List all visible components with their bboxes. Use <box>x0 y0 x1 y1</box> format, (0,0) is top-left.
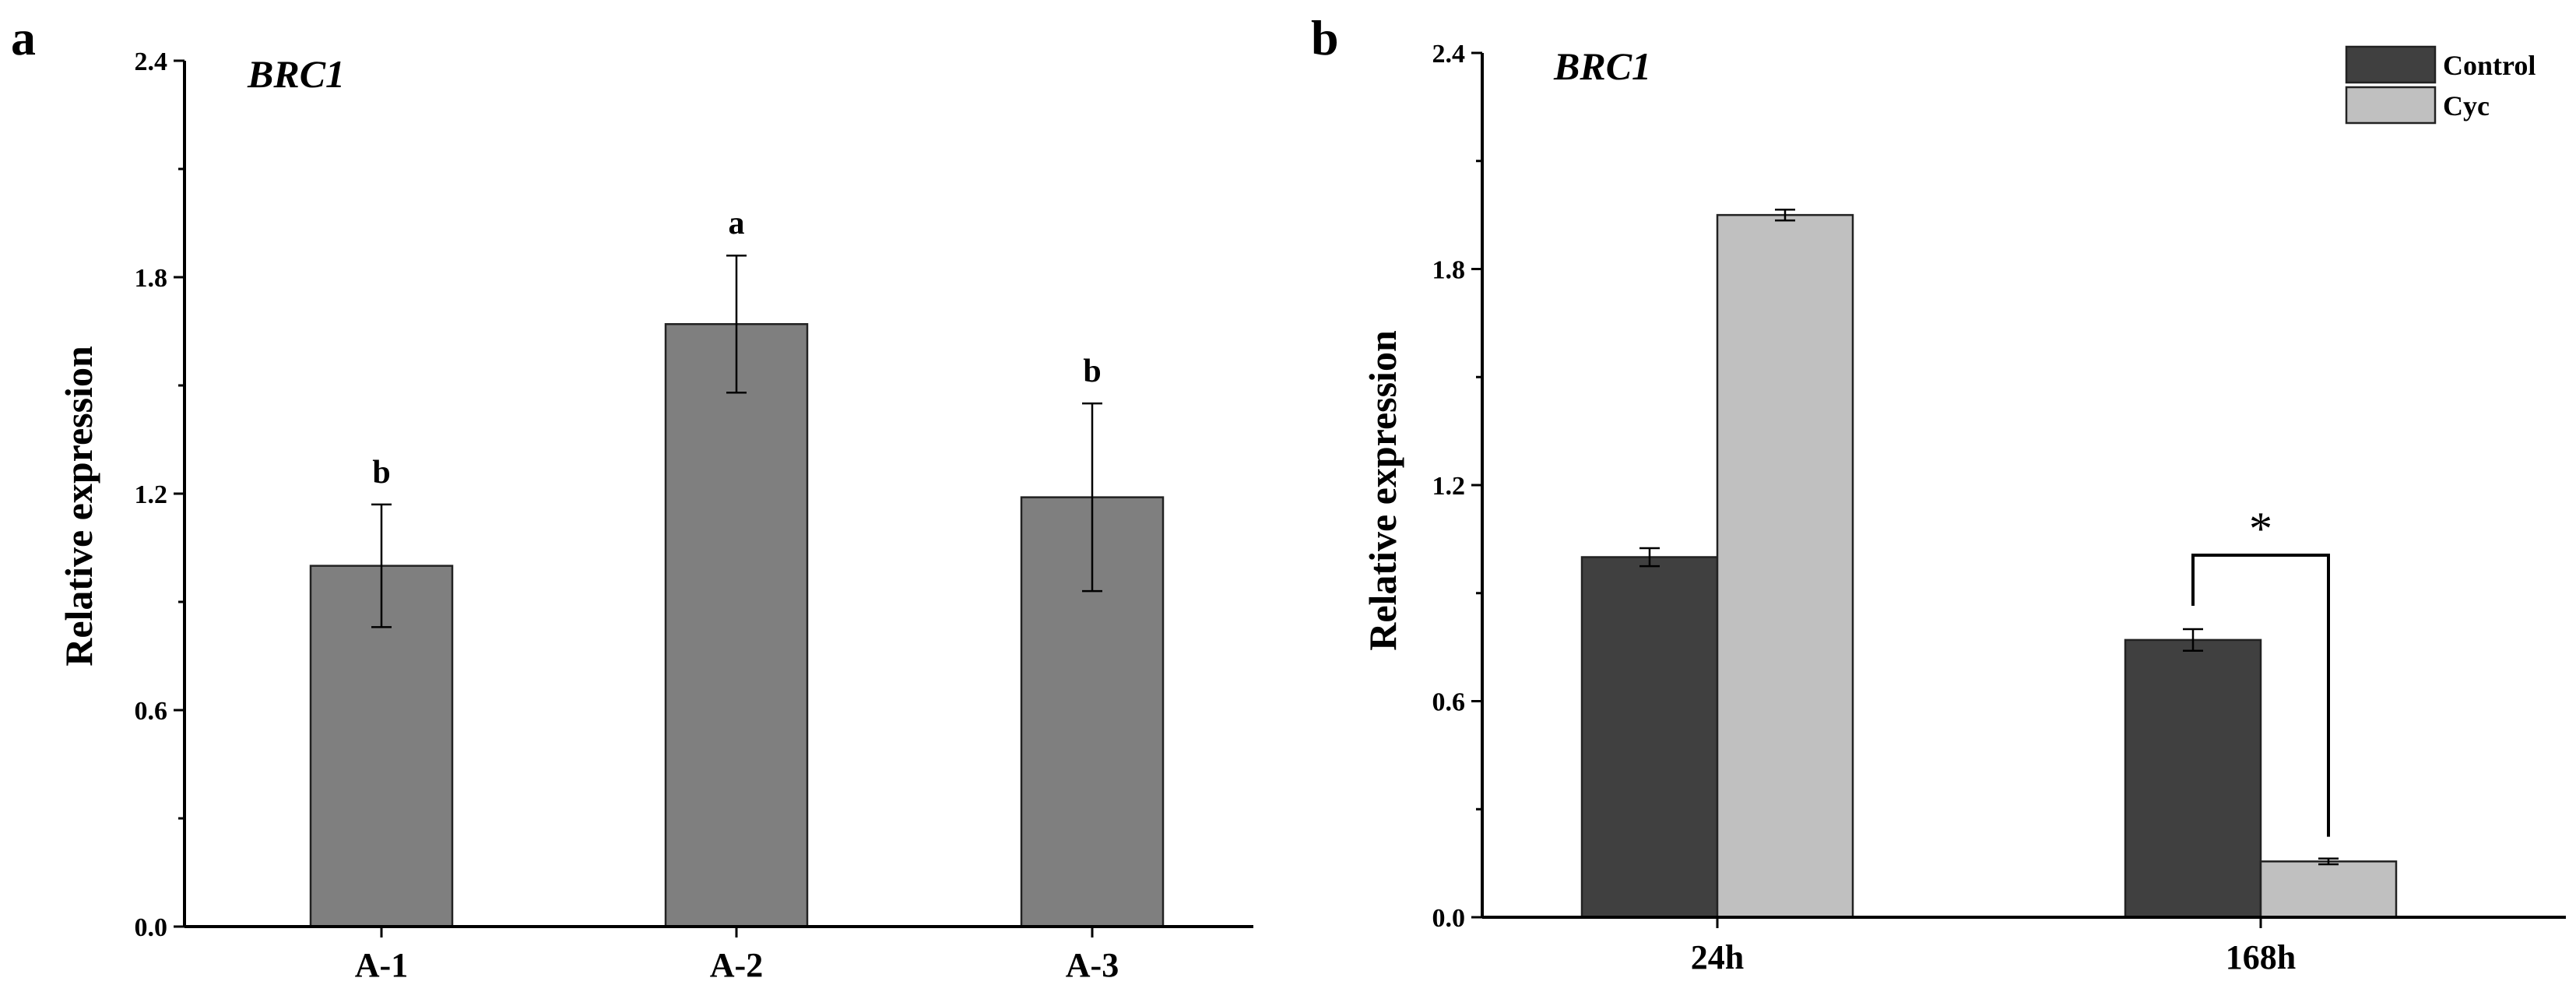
significance-letter-A-2: a <box>729 206 745 241</box>
x-tick-label-168h: 168h <box>2226 938 2296 976</box>
x-tick-label-A-1: A-1 <box>355 946 408 984</box>
panel-a-title: BRC1 <box>247 52 345 96</box>
bar-Cyc-168h <box>2259 860 2398 919</box>
bar-Control-24h <box>1580 556 1719 919</box>
bar-Cyc-24h <box>1716 213 1854 919</box>
legend-label-Cyc: Cyc <box>2443 90 2490 121</box>
panel-a-y-tick-label: 1.8 <box>135 264 168 293</box>
panel-b-marks: * <box>1580 208 2398 919</box>
panel-a-y-axis-label: Relative expression <box>57 346 100 667</box>
panel-b-y-tick-label: 0.6 <box>1432 688 1466 717</box>
x-tick-label-A-3: A-3 <box>1066 946 1119 984</box>
panel-b-legend: Control Cyc <box>2345 45 2536 125</box>
panel-b-y-tick-label: 1.8 <box>1432 256 1466 285</box>
significance-bracket-168h <box>2191 554 2330 837</box>
panel-b-y-tick-label: 1.2 <box>1432 472 1466 501</box>
panel-a: a BRC1 Relative expression b a b 0.0 0.6 1.2… <box>11 10 1253 984</box>
panel-a-x-ticks: A-1 A-2 A-3 <box>355 927 1119 984</box>
panel-b-x-ticks: 24h 168h <box>1691 917 2296 976</box>
panel-a-y-tick-label: 0.0 <box>135 913 168 942</box>
legend-label-Control: Control <box>2443 50 2536 81</box>
panel-b-letter: b <box>1311 10 1339 65</box>
panel-b-y-tick-label: 2.4 <box>1432 40 1466 69</box>
panel-b-y-axis-label: Relative expression <box>1361 330 1404 651</box>
panel-b-title: BRC1 <box>1553 44 1651 88</box>
x-tick-label-A-2: A-2 <box>710 946 763 984</box>
panel-a-y-tick-label: 0.6 <box>135 697 168 726</box>
panel-a-letter: a <box>11 10 36 65</box>
x-tick-label-24h: 24h <box>1691 938 1744 976</box>
panel-b: b BRC1 Relative expression * 0.0 0.6 1.2 1.… <box>1311 10 2566 976</box>
panel-b-y-ticks: 0.0 0.6 1.2 1.8 2.4 <box>1432 40 1482 933</box>
significance-letter-A-1: b <box>372 455 390 491</box>
bar-Control-168h <box>2124 638 2262 919</box>
significance-star-168h: * <box>2249 503 2272 554</box>
panel-a-marks: b a b <box>309 206 1165 928</box>
legend-swatch-Control <box>2345 45 2437 84</box>
significance-letter-A-3: b <box>1083 354 1101 389</box>
panel-a-y-tick-label: 1.2 <box>135 480 168 509</box>
panel-a-y-tick-label: 2.4 <box>135 47 168 76</box>
legend-swatch-Cyc <box>2345 86 2437 125</box>
panel-b-y-tick-label: 0.0 <box>1432 904 1466 933</box>
panel-a-y-ticks: 0.0 0.6 1.2 1.8 2.4 <box>135 47 185 942</box>
bar-A-2 <box>664 322 809 928</box>
